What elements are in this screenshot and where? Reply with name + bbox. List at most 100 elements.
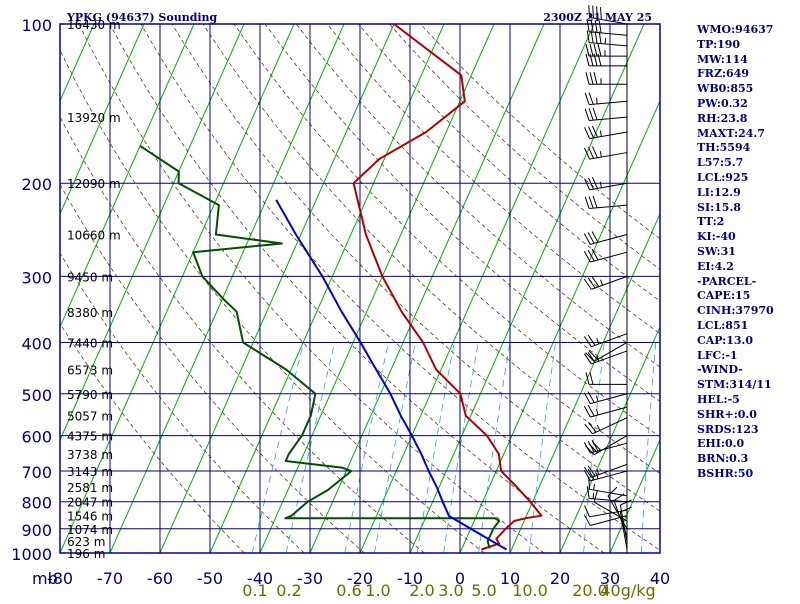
dry-adiabat-line [295,24,660,368]
wind-barb-feather [583,405,591,418]
dewpoint-profile-line [139,145,501,549]
wind-barb-feather [588,126,594,139]
wind-barb [584,176,628,191]
wind-barb [588,5,628,25]
pressure-tick-label: 600 [21,428,52,447]
wind-barb-shaft [589,31,628,36]
wind-barb [584,195,628,209]
height-label: 3143 m [67,465,113,479]
wind-barb [585,372,627,385]
wind-barb-half-feather [595,408,599,416]
temperature-tick-label: -30 [297,569,323,588]
wind-barb-feather [613,493,625,502]
wind-barb-feather [591,248,599,261]
pressure-tick-label: 800 [21,494,52,513]
height-label: 3738 m [67,448,113,462]
wind-barb-half-feather [599,151,602,158]
wind-barb-feather [592,5,595,19]
wind-barb [583,350,628,365]
wind-barb-half-feather [595,395,599,402]
index-line: SHR+:0.0 [697,407,757,421]
isotherm-line [60,24,145,216]
mixing-ratio-label: 5.0 [471,581,496,600]
wind-barb-half-feather [595,472,599,479]
index-line: TH:5594 [697,141,751,155]
wind-barb-shaft [591,275,628,290]
mixing-ratio-label: 40g/kg [600,581,655,600]
height-label: 5057 m [67,410,113,424]
wind-barb-feather [593,489,598,503]
wind-barb-feather [587,277,596,289]
wind-barb-half-feather [599,181,602,188]
wind-barb-feather [588,177,594,190]
temperature-tick-label: -10 [397,569,423,588]
wind-barb-half-feather [596,338,600,345]
temperature-tick-label: -20 [347,569,373,588]
mixing-ratio-label: 0.6 [336,581,361,600]
wind-barb-shaft [589,204,628,209]
series-layer [139,23,543,551]
mixing-ratio-label: 3.0 [438,581,463,600]
index-line: KI:-40 [697,230,736,244]
wind-barb-feather [589,53,594,67]
wind-barb-feather [585,372,590,385]
wind-barb-feather [593,72,598,85]
isotherm-line [209,24,445,553]
height-label: 16430 m [67,18,121,32]
height-label: 6573 m [67,364,113,378]
mixing-ratio-line [443,342,479,553]
wind-barb [583,391,628,405]
wind-barb-feather [589,72,594,85]
wind-barb-half-feather [592,492,595,499]
wind-barb [584,125,628,140]
wind-barb-feather [587,465,596,477]
height-label: 7440 m [67,336,113,350]
height-label: 623 m [67,535,105,549]
temperature-tick-label: 20 [550,569,570,588]
wind-barb-feather [583,514,591,526]
mixing-ratio-label: 2.0 [409,581,434,600]
wind-barb-feather [589,43,594,57]
wind-barb-feather [587,440,595,453]
index-line: MAXT:24.7 [697,126,765,140]
isotherm-line [159,24,395,553]
wind-barb-feather [585,352,595,362]
pressure-unit-label: mb [32,569,58,588]
dry-adiabat-line [60,322,245,553]
wind-barb-shaft [593,435,628,456]
wind-barb [585,53,627,67]
wind-barb-feather [587,334,596,346]
parcel-profile-line [275,199,508,551]
mixing-ratio-line [641,342,657,553]
wind-barb [583,248,628,263]
wind-barb-feather [596,6,598,19]
wind-barb-feather [584,196,590,209]
height-label: 196 m [67,547,105,561]
wind-barb-shaft [590,470,628,482]
wind-barb-feather [583,353,592,365]
dry-adiabat-line [233,24,660,438]
wind-barb-feather [590,19,594,33]
index-line: STM:314/11 [697,378,772,392]
wind-barb-shaft [590,442,628,454]
index-line: SI:15.8 [697,200,741,214]
wind-barb-shaft [619,512,628,550]
wind-barb [619,506,632,550]
wind-barb [583,333,628,348]
wind-barb-feather [583,278,592,290]
wind-barb [584,107,628,121]
wind-barb-shaft [589,42,628,47]
wind-barb-shaft [591,350,628,365]
wind-barb-feather [588,476,591,490]
index-line: CINH:37970 [697,304,774,318]
wind-barb [584,146,628,160]
wind-barb-feather [591,231,599,243]
wind-barb-feather [588,108,594,121]
wind-barb-feather [584,92,590,105]
isotherm-line [60,24,245,442]
mixing-ratio-label: 0.2 [276,581,301,600]
wind-barb-feather [584,108,590,121]
index-line: CAPE:15 [697,289,751,303]
wind-barb-shaft [589,116,628,121]
